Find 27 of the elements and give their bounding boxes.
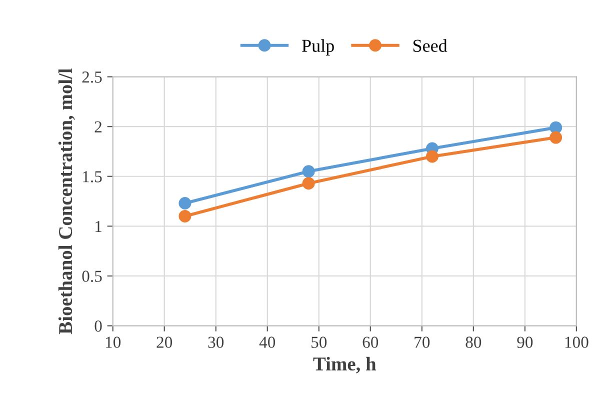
x-axis-title: Time, h <box>313 356 376 374</box>
y-tick-label: 2 <box>94 121 102 132</box>
point <box>302 177 315 190</box>
y-tick-label: 0 <box>94 320 102 332</box>
x-tick-label: 70 <box>414 336 430 348</box>
point <box>426 150 438 163</box>
y-tick-label: 2.5 <box>82 72 102 83</box>
point <box>178 210 192 222</box>
x-tick-label: 80 <box>466 336 482 348</box>
x-tick-label: 10 <box>106 336 121 348</box>
x-tick-label: 100 <box>565 336 588 348</box>
point <box>178 197 192 210</box>
y-tick-label: 1.5 <box>83 171 102 182</box>
x-tick-label: 90 <box>517 336 533 348</box>
y-axis-title: Bioethanol Concentration, mol/l <box>58 68 75 334</box>
x-tick-label: 20 <box>156 336 172 348</box>
y-tick-label: 1 <box>96 220 102 232</box>
y-tick-label: 0.5 <box>82 270 102 282</box>
x-tick-label: 60 <box>362 336 378 348</box>
point <box>302 165 315 178</box>
legend-label: Seed <box>413 39 448 52</box>
x-tick-label: 50 <box>312 336 327 348</box>
legend-label: Pulp <box>302 39 334 56</box>
x-tick-label: 30 <box>208 336 224 348</box>
point <box>550 121 562 134</box>
x-tick-label: 40 <box>259 336 276 348</box>
point <box>550 131 562 144</box>
